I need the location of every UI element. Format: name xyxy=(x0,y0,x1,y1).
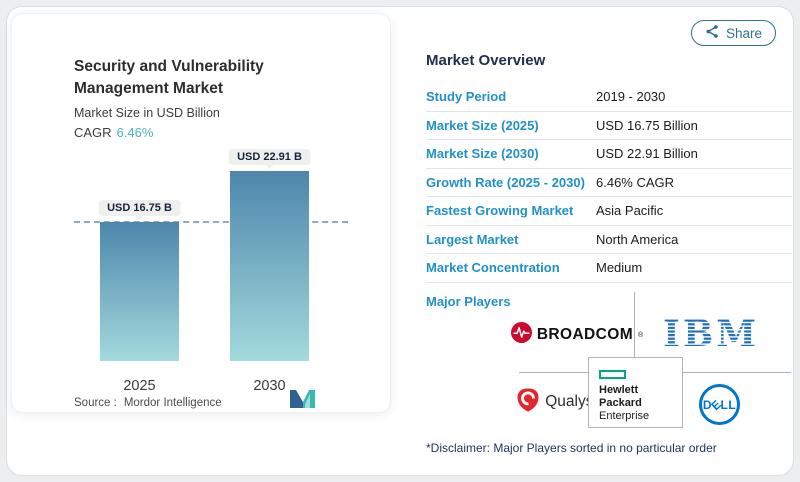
table-row-study-period: Study Period 2019 - 2030 xyxy=(426,83,792,112)
dell-wordmark: DELL xyxy=(702,396,737,413)
cagr-value: 6.46% xyxy=(116,125,154,140)
reference-dashed-line xyxy=(74,221,348,223)
table-row-largest-market: Largest Market North America xyxy=(426,226,792,254)
bar-value-text-2025: USD 16.75 B xyxy=(107,202,172,214)
market-overview-heading: Market Overview xyxy=(426,52,546,69)
row-label: Market Concentration xyxy=(426,260,560,276)
qualys-wordmark: Qualys. xyxy=(545,393,598,410)
broadcom-wordmark: BROADCOM xyxy=(536,326,634,343)
table-row-market-concentration: Market Concentration Medium xyxy=(426,254,792,283)
bar-2030 xyxy=(230,171,309,361)
x-axis-label-2025: 2025 xyxy=(123,378,156,394)
row-value: 2019 - 2030 xyxy=(596,89,666,105)
row-value: USD 16.75 Billion xyxy=(596,117,698,133)
row-label: Growth Rate (2025 - 2030) xyxy=(426,174,585,190)
row-value: Medium xyxy=(596,260,643,276)
row-value: Asia Pacific xyxy=(596,203,664,219)
hpe-wordmark-line1: Hewlett Packard xyxy=(599,384,642,409)
row-value: USD 22.91 Billion xyxy=(596,146,698,162)
bar-value-text-2030: USD 22.91 B xyxy=(237,151,302,163)
qualys-logo: Qualys. xyxy=(500,382,615,422)
row-value: North America xyxy=(596,231,679,247)
market-size-chart-card: Security and Vulnerability Management Ma… xyxy=(11,13,391,413)
market-overview-table: Study Period 2019 - 2030 Market Size (20… xyxy=(426,83,792,283)
broadcom-logo: BROADCOM ® xyxy=(502,317,652,353)
broadcom-pulse-icon xyxy=(510,322,532,348)
disclaimer-text: *Disclaimer: Major Players sorted in no … xyxy=(426,441,717,455)
ibm-logo: IBM xyxy=(652,313,780,355)
source-attribution: Source : Mordor Intelligence xyxy=(74,397,222,409)
players-grid-vertical-divider xyxy=(634,292,635,372)
table-row-market-size-2025: Market Size (2025) USD 16.75 Billion xyxy=(426,112,792,140)
row-label: Market Size (2025) xyxy=(426,117,539,133)
source-label: Source : xyxy=(74,397,117,409)
table-row-market-size-2030: Market Size (2030) USD 22.91 Billion xyxy=(426,140,792,169)
share-icon xyxy=(705,24,720,42)
row-label: Fastest Growing Market xyxy=(426,203,574,219)
chart-title: Security and Vulnerability Management Ma… xyxy=(74,58,264,97)
share-button[interactable]: Share xyxy=(690,20,776,46)
hpe-logo: Hewlett Packard Enterprise xyxy=(588,357,683,428)
bar-2025 xyxy=(100,222,179,361)
bar-value-label-2030: USD 22.91 B xyxy=(228,149,311,169)
bar-value-label-2025: USD 16.75 B xyxy=(98,200,181,220)
row-label: Largest Market xyxy=(426,231,519,247)
source-name: Mordor Intelligence xyxy=(123,397,222,409)
hpe-wordmark-line2: Enterprise xyxy=(599,410,650,422)
hpe-green-rect-icon xyxy=(599,370,626,379)
mordor-intelligence-logo-icon xyxy=(290,390,315,414)
row-value: 6.46% CAGR xyxy=(596,174,675,190)
x-axis-label-2030: 2030 xyxy=(253,378,286,394)
share-button-label: Share xyxy=(725,25,762,41)
chart-cagr-line: CAGR 6.46% xyxy=(74,125,153,140)
cagr-label: CAGR xyxy=(74,125,112,140)
broadcom-registered-mark: ® xyxy=(638,331,644,339)
major-players-label: Major Players xyxy=(426,294,511,309)
row-label: Market Size (2030) xyxy=(426,146,539,162)
row-label: Study Period xyxy=(426,89,507,105)
table-row-fastest-growing-market: Fastest Growing Market Asia Pacific xyxy=(426,197,792,226)
dell-logo: DELL xyxy=(699,384,740,425)
infographic-card: Security and Vulnerability Management Ma… xyxy=(6,6,794,476)
ibm-wordmark: IBM xyxy=(663,316,759,352)
qualys-shield-icon xyxy=(517,388,539,417)
chart-subtitle: Market Size in USD Billion xyxy=(74,106,220,120)
table-row-growth-rate: Growth Rate (2025 - 2030) 6.46% CAGR xyxy=(426,169,792,197)
